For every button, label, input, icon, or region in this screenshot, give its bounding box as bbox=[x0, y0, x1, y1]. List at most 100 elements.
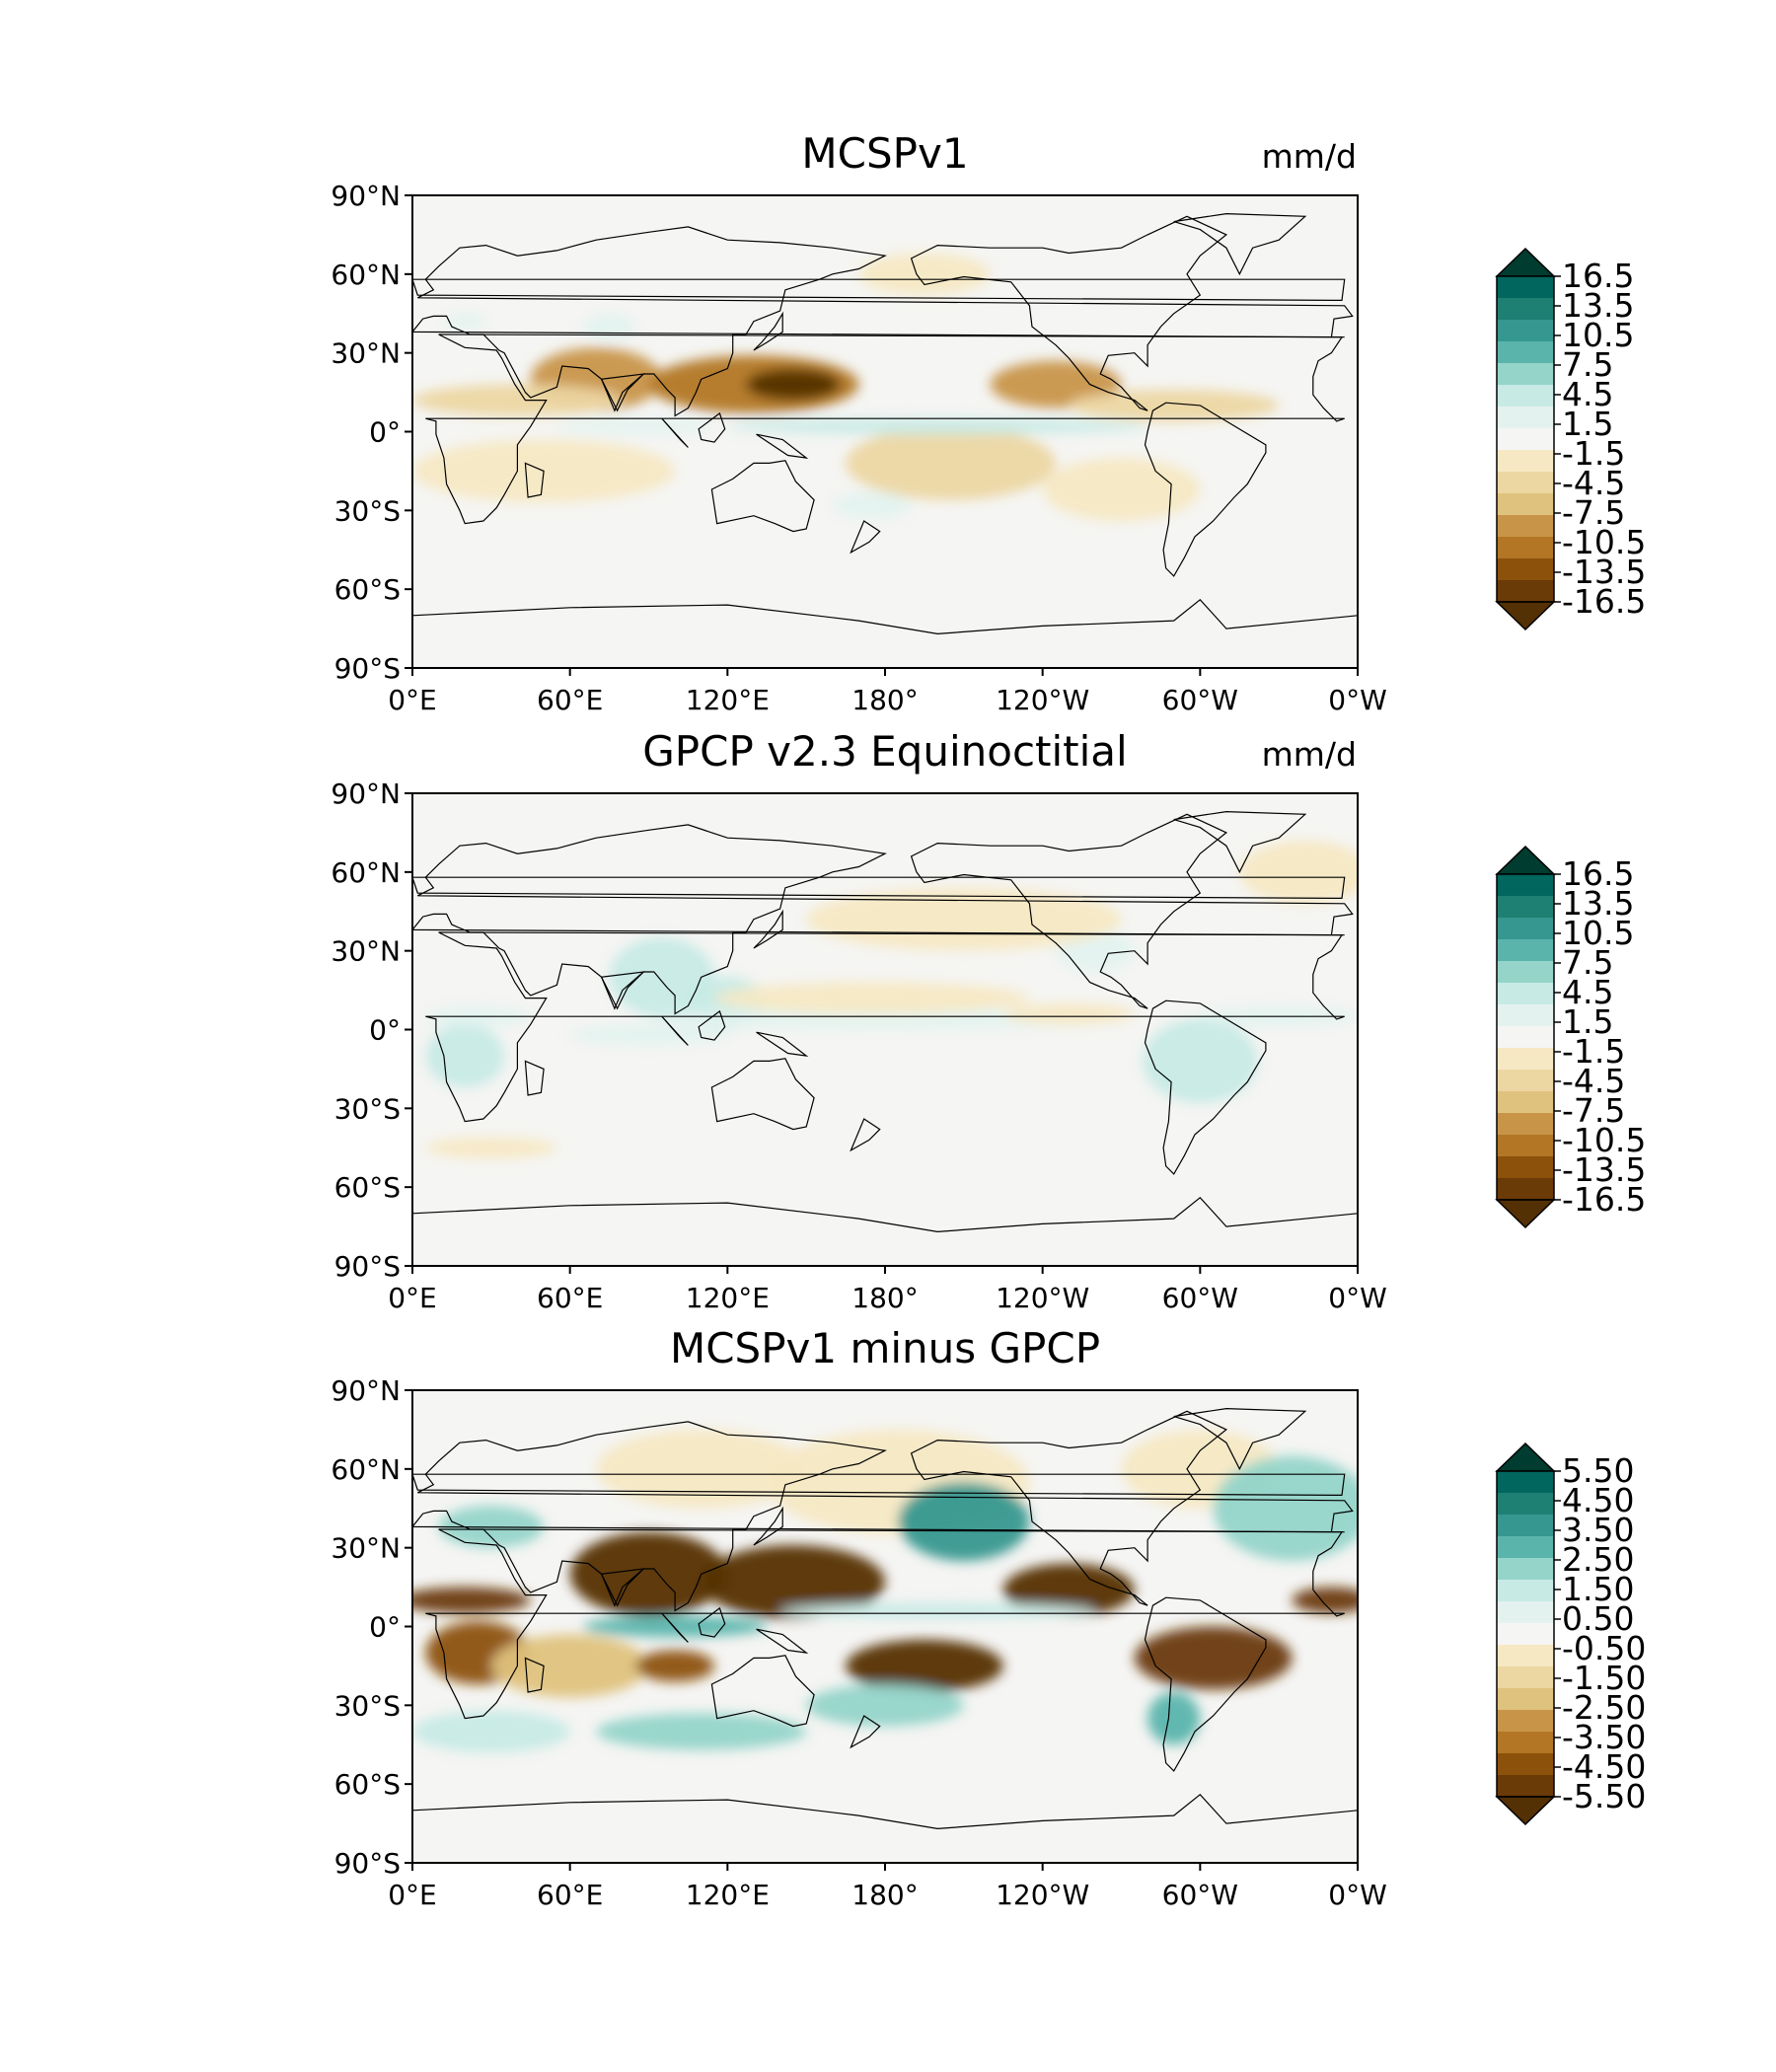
y-tick-label: 90°N bbox=[331, 777, 401, 810]
colorbar-tick-label: -1.5 bbox=[1562, 1032, 1625, 1071]
anomaly-feature bbox=[596, 1429, 807, 1509]
colorbar-segment bbox=[1497, 1732, 1554, 1753]
coastline bbox=[710, 1058, 815, 1131]
colorbar-tick-label: -3.50 bbox=[1562, 1718, 1646, 1756]
x-tick-label: 60°E bbox=[537, 1879, 603, 1911]
colorbar-segment bbox=[1497, 515, 1554, 537]
colorbar-tick-label: -5.50 bbox=[1562, 1777, 1646, 1815]
colorbar-tick-label: -7.5 bbox=[1562, 493, 1625, 532]
colorbar-tick-label: 1.5 bbox=[1562, 1002, 1613, 1041]
anomaly-feature bbox=[1069, 389, 1280, 421]
anomaly-feature bbox=[1002, 1002, 1135, 1025]
colorbar-segment bbox=[1497, 1580, 1554, 1601]
anomaly-feature bbox=[701, 1545, 885, 1619]
x-tick-label: 120°W bbox=[996, 1879, 1089, 1911]
anomaly-feature bbox=[1147, 1692, 1201, 1745]
colorbar-segment bbox=[1497, 874, 1554, 896]
colorbar-segment bbox=[1497, 450, 1554, 472]
x-tick-label: 0°W bbox=[1328, 1879, 1387, 1911]
y-tick-label: 0° bbox=[369, 416, 401, 449]
coastline bbox=[756, 1628, 809, 1655]
colorbar-segment bbox=[1497, 276, 1554, 298]
colorbar-tick-label: -4.5 bbox=[1562, 464, 1625, 502]
anomaly-feature bbox=[806, 887, 1122, 951]
y-tick-label: 90°N bbox=[331, 1374, 401, 1407]
coastline bbox=[710, 460, 815, 533]
colorbar-segment bbox=[1497, 896, 1554, 918]
colorbar-tick-label: 13.5 bbox=[1562, 884, 1634, 923]
map-plot: 90°N 60°N 30°N 0° 30°S 60°S 90°S0°E 60°E 120°E 18… bbox=[331, 180, 1386, 716]
colorbar-segment bbox=[1497, 298, 1554, 320]
coastline bbox=[600, 971, 645, 1010]
colorbar-tick-label: -7.5 bbox=[1562, 1091, 1625, 1130]
colorbar-segment bbox=[1497, 1156, 1554, 1178]
colorbar-tick-label: -10.5 bbox=[1562, 523, 1646, 561]
x-tick-label: 120°E bbox=[686, 1879, 770, 1911]
colorbar-extend-min bbox=[1495, 601, 1556, 631]
coastline bbox=[425, 333, 1345, 525]
colorbar-tick-label: 2.50 bbox=[1562, 1540, 1634, 1579]
anomaly-feature bbox=[425, 1024, 505, 1088]
coastline bbox=[524, 462, 545, 498]
colorbar-segment bbox=[1497, 363, 1554, 385]
coastline bbox=[412, 876, 1346, 900]
y-tick-label: 90°N bbox=[331, 180, 401, 212]
anomaly-field bbox=[412, 1429, 1358, 1753]
panel-gpcp: GPCP v2.3 Equinoctitial mm/d 90°N 60°N 30°… bbox=[331, 727, 1646, 1314]
y-tick-label: 90°S bbox=[334, 1250, 401, 1283]
colorbar-tick-label: 16.5 bbox=[1562, 854, 1634, 893]
colorbar-tick-label: -4.5 bbox=[1562, 1062, 1625, 1100]
coastline bbox=[425, 1528, 1345, 1720]
coastline bbox=[1173, 1407, 1307, 1471]
colorbar-tick-label: -10.5 bbox=[1562, 1121, 1646, 1159]
coastline bbox=[910, 1410, 1228, 1606]
anomaly-feature bbox=[1292, 1587, 1358, 1614]
anomaly-feature bbox=[1042, 458, 1201, 521]
colorbar-tick-label: -16.5 bbox=[1562, 1180, 1646, 1219]
colorbar-segment bbox=[1497, 1515, 1554, 1536]
anomaly-feature bbox=[1134, 1626, 1293, 1690]
y-tick-label: 60°S bbox=[334, 573, 401, 606]
anomaly-feature bbox=[412, 1587, 531, 1614]
anomaly-feature bbox=[425, 1137, 557, 1158]
coastline bbox=[524, 1060, 545, 1096]
x-tick-label: 120°W bbox=[996, 684, 1089, 716]
colorbar-segment bbox=[1497, 1091, 1554, 1113]
colorbar-tick-label: 1.50 bbox=[1562, 1570, 1634, 1608]
map-plot: 90°N 60°N 30°N 0° 30°S 60°S 90°S0°E 60°E 120°E 18… bbox=[331, 777, 1386, 1314]
coastline bbox=[756, 1031, 809, 1058]
x-tick-label: 60°W bbox=[1162, 1879, 1238, 1911]
coastline bbox=[661, 417, 689, 448]
colorbar-segment bbox=[1497, 1775, 1554, 1797]
y-tick-label: 0° bbox=[369, 1611, 401, 1644]
colorbar-tick-label: 4.5 bbox=[1562, 973, 1613, 1011]
colorbar-tick-label: 4.5 bbox=[1562, 375, 1613, 413]
colorbar-segment bbox=[1497, 537, 1554, 558]
y-tick-label: 90°S bbox=[334, 652, 401, 685]
colorbar-tick-label: 10.5 bbox=[1562, 316, 1634, 354]
x-tick-label: 0°W bbox=[1328, 684, 1387, 716]
map-plot: 90°N 60°N 30°N 0° 30°S 60°S 90°S0°E 60°E 120°E 18… bbox=[331, 1374, 1386, 1911]
coastline bbox=[710, 1655, 815, 1728]
coastline bbox=[1144, 402, 1267, 577]
x-tick-label: 0°E bbox=[388, 684, 437, 716]
colorbar-tick-label: -13.5 bbox=[1562, 1150, 1646, 1189]
coastline bbox=[524, 1657, 545, 1693]
colorbar-tick-label: 16.5 bbox=[1562, 257, 1634, 295]
colorbar-tick-label: 3.50 bbox=[1562, 1511, 1634, 1549]
coastline bbox=[698, 1009, 726, 1041]
panel-mcspv1: MCSPv1 mm/d 90°N60°N30°N0°30°S60°S90°S0°… bbox=[331, 129, 1646, 716]
colorbar-extend-max bbox=[1495, 845, 1556, 875]
anomaly-feature bbox=[412, 1710, 570, 1753]
x-tick-label: 60°W bbox=[1162, 1282, 1238, 1314]
anomaly-feature bbox=[858, 253, 991, 296]
anomaly-feature bbox=[832, 491, 912, 519]
x-tick-label: 60°W bbox=[1162, 684, 1238, 716]
anomaly-feature bbox=[779, 1602, 1095, 1619]
colorbar-tick-label: -2.50 bbox=[1562, 1688, 1646, 1727]
coastline bbox=[850, 1715, 881, 1749]
colorbar-extend-max bbox=[1495, 247, 1556, 277]
coastline bbox=[698, 411, 726, 443]
y-tick-label: 30°N bbox=[331, 935, 401, 968]
colorbar-segment bbox=[1497, 320, 1554, 341]
